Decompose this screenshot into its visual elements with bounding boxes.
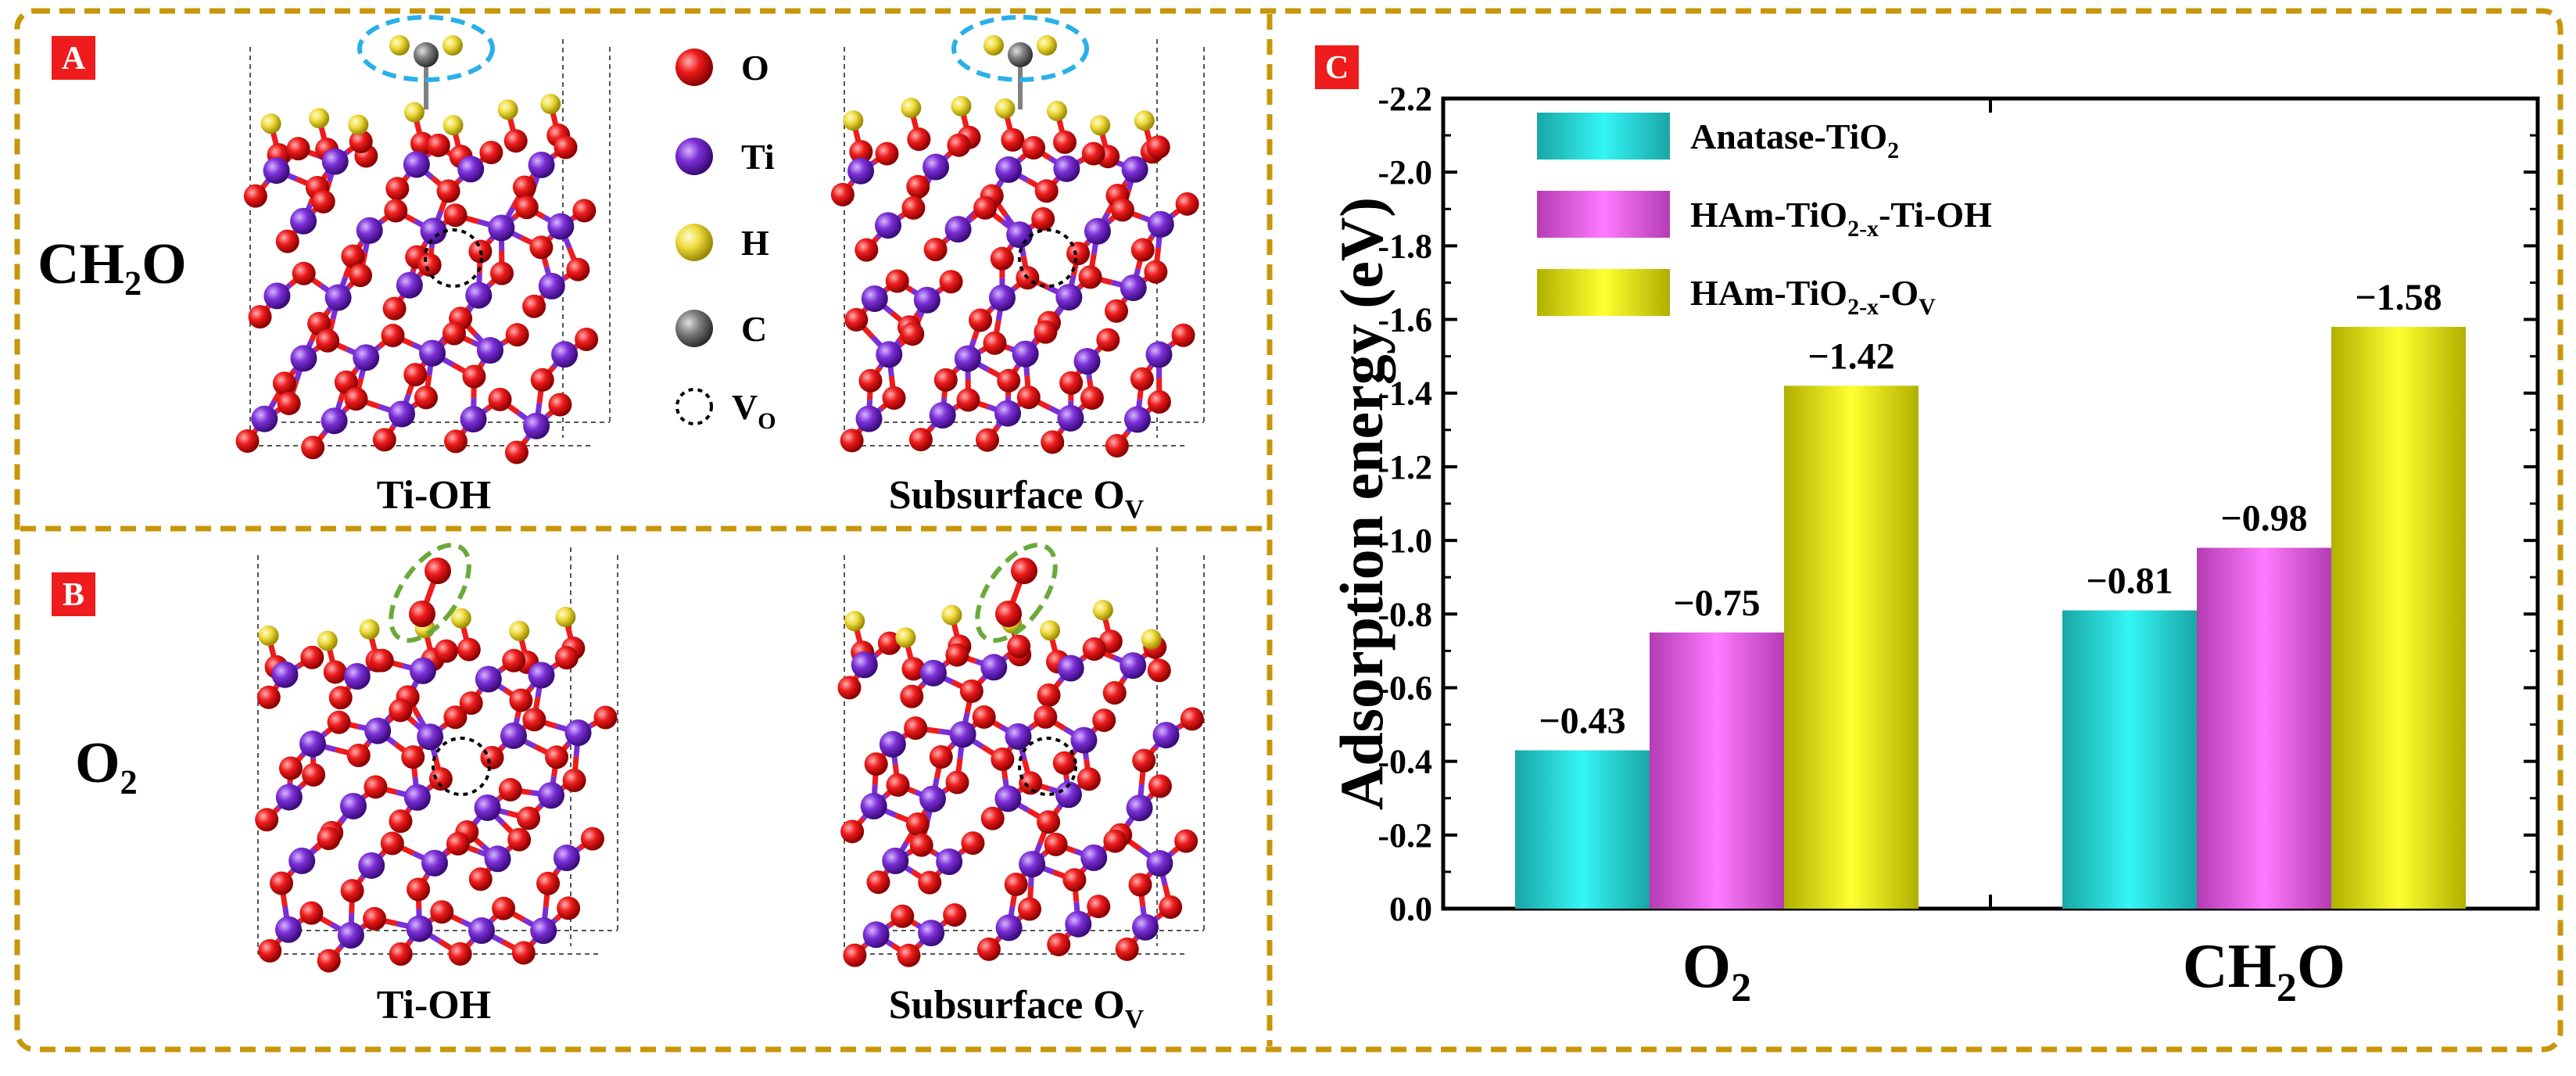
structure-ch2o-ti-oh	[236, 17, 610, 464]
panel-c-label: C	[1315, 45, 1359, 89]
vacancy-icon	[677, 389, 711, 424]
row-label-ch2o: CH₂O	[38, 232, 187, 296]
y-axis-label: Adsorption energy (eV)	[1327, 197, 1395, 810]
bars	[1515, 327, 2466, 909]
atom-legend: O Ti H C VO	[675, 48, 776, 434]
bar-HAm-TiO2-x-OV-0	[1784, 386, 1919, 909]
caption-a-right: Subsurface OV	[889, 473, 1145, 524]
legend-swatch	[1537, 113, 1670, 160]
svg-text:A: A	[62, 41, 86, 77]
structure-ch2o-subsurface-ov	[831, 17, 1204, 457]
y-tick-label: -0.2	[1378, 816, 1432, 855]
y-tick-label: 0.0	[1389, 890, 1432, 928]
bar-Anatase-TiO2-0	[1515, 751, 1650, 909]
bar-value-label: −0.81	[2086, 561, 2173, 602]
carbon-atom-icon	[675, 310, 713, 347]
bar-value-label: −1.42	[1807, 335, 1894, 377]
bar-value-label: −0.98	[2220, 498, 2307, 540]
svg-text:C: C	[1325, 50, 1349, 86]
bar-HAm-TiO2-x-Ti-OH-0	[1650, 633, 1784, 909]
legend-ti-label: Ti	[741, 137, 775, 177]
structure-o2-subsurface-ov	[837, 532, 1204, 967]
caption-a-left: Ti-OH	[377, 473, 491, 518]
hydrogen-atom-icon	[675, 224, 713, 261]
legend-swatch	[1537, 269, 1670, 316]
bar-value-label: −0.43	[1539, 701, 1625, 742]
y-tick-label: -2.2	[1378, 80, 1432, 118]
legend-label: HAm-TiO2-x-OV	[1690, 273, 1936, 320]
legend-vo-label: VO	[732, 387, 776, 434]
bar-HAm-TiO2-x-OV-1	[2331, 327, 2466, 909]
y-tick-label: -2.0	[1378, 153, 1432, 192]
chart-legend: Anatase-TiO2 HAm-TiO2-x-Ti-OH HAm-TiO2-x-O…	[1537, 113, 1992, 320]
bar-value-label: −0.75	[1673, 583, 1760, 624]
legend-swatch	[1537, 191, 1670, 238]
bar-HAm-TiO2-x-Ti-OH-1	[2197, 548, 2331, 909]
bar-value-label: −1.58	[2355, 277, 2442, 318]
panel-a-label: A	[52, 36, 95, 80]
legend-label: HAm-TiO2-x-Ti-OH	[1690, 195, 1992, 242]
legend-c-label: C	[741, 309, 767, 349]
legend-o-label: O	[741, 48, 769, 88]
titanium-atom-icon	[675, 138, 713, 175]
caption-b-left: Ti-OH	[377, 983, 491, 1028]
structure-o2-ti-oh	[255, 532, 618, 973]
adsorption-energy-chart: 0.0-0.2-0.4-0.6-0.8-1.0-1.2-1.4-1.6-1.8-…	[1327, 80, 2538, 1010]
x-category-label: CH2O	[2183, 932, 2345, 1010]
panel-b-label: B	[52, 572, 95, 616]
bar-Anatase-TiO2-1	[2062, 611, 2197, 909]
svg-text:B: B	[63, 577, 84, 613]
x-category-label: O2	[1682, 932, 1751, 1010]
legend-label: Anatase-TiO2	[1690, 117, 1899, 163]
x-axis: O2 CH2O	[1682, 932, 2345, 1010]
row-label-o2: O₂	[75, 731, 138, 795]
oxygen-atom-icon	[675, 48, 713, 86]
caption-b-right: Subsurface OV	[889, 983, 1145, 1034]
legend-h-label: H	[741, 223, 769, 263]
